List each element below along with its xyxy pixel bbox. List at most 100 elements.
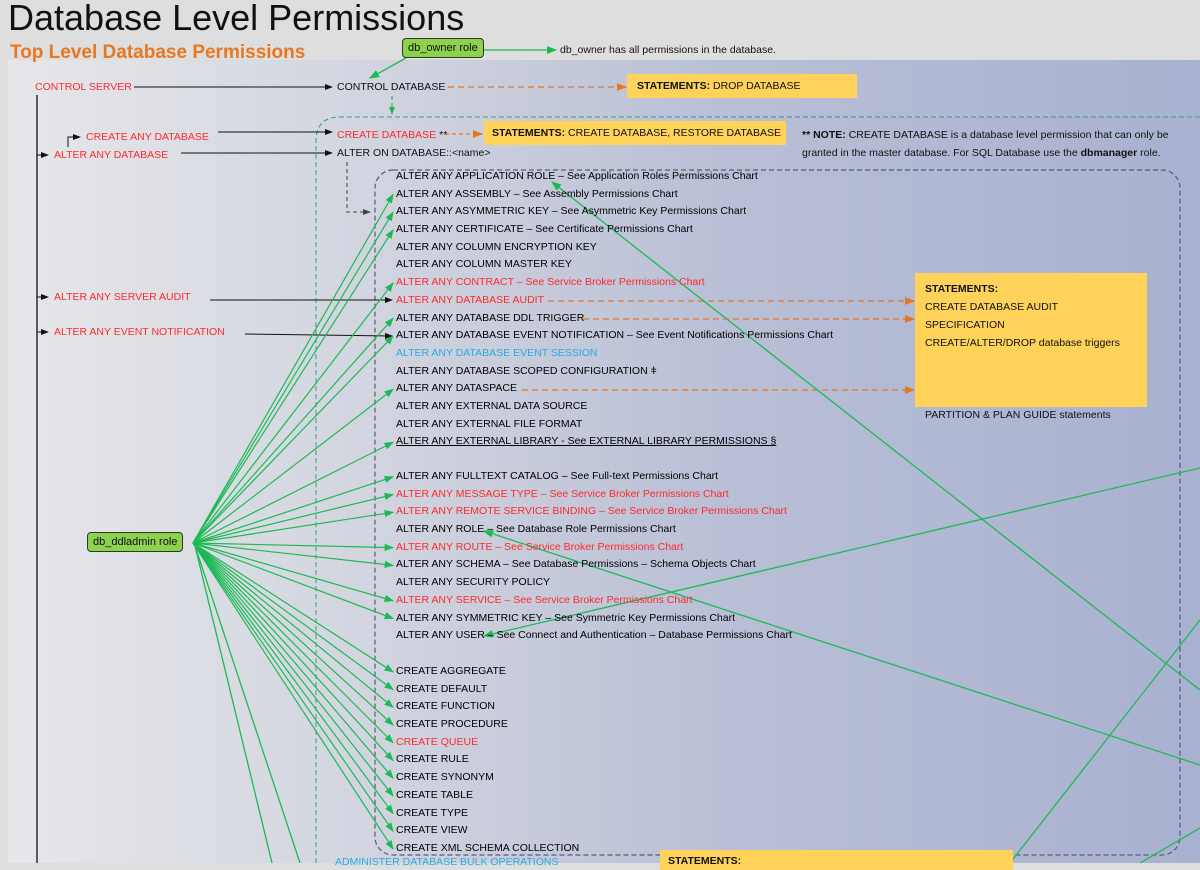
permission-item: ALTER ANY USER – See Connect and Authent…	[396, 629, 792, 642]
note-suffix: role.	[1140, 147, 1161, 159]
permission-item: ALTER ANY DATABASE AUDIT	[396, 293, 545, 306]
permission-item: ALTER ANY FULLTEXT CATALOG – See Full-te…	[396, 470, 719, 482]
note-prefix: ** NOTE:	[802, 129, 846, 141]
permission-item: CREATE FUNCTION	[396, 700, 495, 713]
permission-item: CREATE QUEUE	[396, 735, 479, 748]
create-any-database: CREATE ANY DATABASE	[86, 131, 209, 143]
permission-item: ALTER ANY MESSAGE TYPE – See Service Bro…	[396, 487, 729, 500]
note-text-line2: granted in the master database. For SQL …	[802, 147, 1078, 159]
permission-item: ALTER ANY EXTERNAL FILE FORMAT	[396, 417, 583, 430]
permission-item: ALTER ANY SECURITY POLICY	[396, 576, 551, 589]
permission-item: ALTER ANY COLUMN ENCRYPTION KEY	[396, 240, 597, 253]
db-ddladmin-role-box: db_ddladmin role	[87, 532, 184, 552]
ddladmin-arrow	[192, 542, 395, 620]
permission-item: ALTER ANY DATABASE EVENT SESSION	[396, 346, 598, 359]
ddladmin-arrow	[192, 542, 394, 691]
permission-item: ALTER ANY SERVICE – See Service Broker P…	[396, 593, 693, 606]
statements-text: CREATE DATABASE, RESTORE DATABASE	[568, 127, 781, 139]
create-database-marker: **	[439, 129, 448, 141]
ddladmin-arrow	[192, 542, 395, 568]
permission-item: ALTER ANY CONTRACT – See Service Broker …	[396, 276, 705, 289]
section-title: Top Level Database Permissions	[10, 42, 306, 63]
permission-item: ALTER ANY SCHEMA – See Database Permissi…	[396, 558, 756, 571]
create-database-statements: STATEMENTS: CREATE DATABASE, RESTORE DAT…	[484, 121, 786, 145]
ddladmin-arrow	[192, 542, 394, 833]
control-database: CONTROL DATABASE	[337, 81, 446, 93]
statements-label: STATEMENTS:	[492, 127, 566, 139]
ddladmin-arrow	[192, 542, 394, 850]
statements-label: STATEMENTS:	[637, 80, 711, 92]
permission-item: ALTER ANY ASYMMETRIC KEY – See Asymmetri…	[396, 205, 747, 218]
alter-any-event-notification: ALTER ANY EVENT NOTIFICATION	[54, 326, 225, 338]
permission-item: ALTER ANY DATABASE EVENT NOTIFICATION – …	[396, 329, 834, 342]
ddladmin-arrow	[192, 211, 394, 544]
permission-item: CREATE TYPE	[396, 806, 468, 819]
permission-item: CREATE AGGREGATE	[396, 665, 506, 677]
alter-on-database: ALTER ON DATABASE::<name>	[337, 147, 491, 159]
statements-label: STATEMENTS:	[668, 855, 742, 867]
statement-item: PARTITION & PLAN GUIDE statements	[925, 409, 1111, 421]
ddladmin-arrow	[192, 193, 394, 544]
ddladmin-arrow	[192, 441, 395, 544]
note-dbmanager: dbmanager	[1080, 147, 1138, 159]
permission-item: CREATE SYNONYM	[396, 771, 494, 784]
ddladmin-arrow	[192, 317, 394, 544]
permission-item: ALTER ANY DATABASE DDL TRIGGER	[396, 311, 585, 324]
bottom-statements-box: STATEMENTS:	[660, 850, 1013, 870]
ddladmin-arrow	[192, 542, 395, 552]
create-database-row: CREATE DATABASE **	[337, 129, 447, 142]
statements-label: STATEMENTS:	[925, 283, 999, 295]
permission-item: CREATE VIEW	[396, 824, 468, 837]
ddladmin-arrow	[192, 542, 394, 744]
alter-permissions-list-b: ALTER ANY FULLTEXT CATALOG – See Full-te…	[396, 468, 792, 645]
ddladmin-arrow	[192, 228, 394, 544]
permission-item: CREATE RULE	[396, 753, 469, 766]
permission-item: ALTER ANY ASSEMBLY – See Assembly Permis…	[396, 187, 678, 200]
ddladmin-arrow	[192, 542, 394, 815]
permission-item: ALTER ANY ROLE – See Database Role Permi…	[396, 523, 676, 536]
ddladmin-arrow	[192, 542, 394, 762]
ddladmin-arrow	[192, 542, 394, 797]
ddladmin-arrow	[192, 476, 395, 544]
statements-text: DROP DATABASE	[713, 80, 801, 92]
alter-any-database: ALTER ANY DATABASE	[54, 149, 169, 161]
permission-item: ALTER ANY COLUMN MASTER KEY	[396, 258, 572, 271]
permission-item: CREATE PROCEDURE	[396, 718, 508, 731]
permission-item: ALTER ANY ROUTE – See Service Broker Per…	[396, 540, 684, 553]
diagram-panel	[8, 60, 1200, 863]
ddladmin-arrow	[192, 509, 395, 544]
permission-item: ALTER ANY REMOTE SERVICE BINDING – See S…	[396, 505, 787, 518]
database-scope-boundary	[315, 116, 1200, 863]
permission-item: ALTER ANY DATASPACE	[396, 382, 517, 395]
permission-item: ALTER ANY DATABASE SCOPED CONFIGURATION …	[396, 364, 657, 377]
ddladmin-arrow	[192, 282, 394, 544]
alter-permissions-list-a: ALTER ANY APPLICATION ROLE – See Applica…	[396, 168, 833, 451]
ddladmin-arrow	[192, 542, 395, 602]
ddladmin-arrow	[192, 542, 394, 709]
permission-item: ALTER ANY EXTERNAL DATA SOURCE	[396, 399, 588, 412]
create-database-note: ** NOTE: CREATE DATABASE is a database l…	[802, 126, 1169, 162]
audit-statements-box: STATEMENTS: CREATE DATABASE AUDIT SPECIF…	[915, 273, 1147, 421]
control-server: CONTROL SERVER	[35, 81, 132, 93]
permission-item: ALTER ANY CERTIFICATE – See Certificate …	[396, 223, 693, 236]
alter-any-server-audit: ALTER ANY SERVER AUDIT	[54, 291, 191, 303]
drop-database-statements: STATEMENTS: DROP DATABASE	[627, 74, 857, 98]
ddladmin-arrow	[192, 493, 395, 544]
permission-item: ALTER ANY APPLICATION ROLE – See Applica…	[396, 170, 758, 182]
ddladmin-arrow	[192, 542, 394, 779]
permission-item: CREATE XML SCHEMA COLLECTION	[396, 841, 580, 854]
statement-item: CREATE DATABASE AUDIT SPECIFICATION	[925, 301, 1058, 331]
note-text-line1: CREATE DATABASE is a database level perm…	[848, 129, 1169, 141]
create-database: CREATE DATABASE	[337, 129, 437, 141]
ddladmin-arrow	[192, 542, 394, 726]
page-title: Database Level Permissions	[8, 0, 465, 38]
permission-item: ALTER ANY SYMMETRIC KEY – See Symmetric …	[396, 611, 736, 624]
db-owner-role-box: db_owner role	[402, 38, 484, 58]
db-owner-note: db_owner has all permissions in the data…	[560, 44, 776, 56]
permission-item: CREATE TABLE	[396, 788, 474, 801]
ddladmin-arrow	[192, 388, 394, 544]
permission-item: CREATE DEFAULT	[396, 682, 488, 695]
statement-item: CREATE/ALTER/DROP database triggers	[925, 337, 1120, 349]
ddladmin-arrow	[192, 542, 395, 673]
